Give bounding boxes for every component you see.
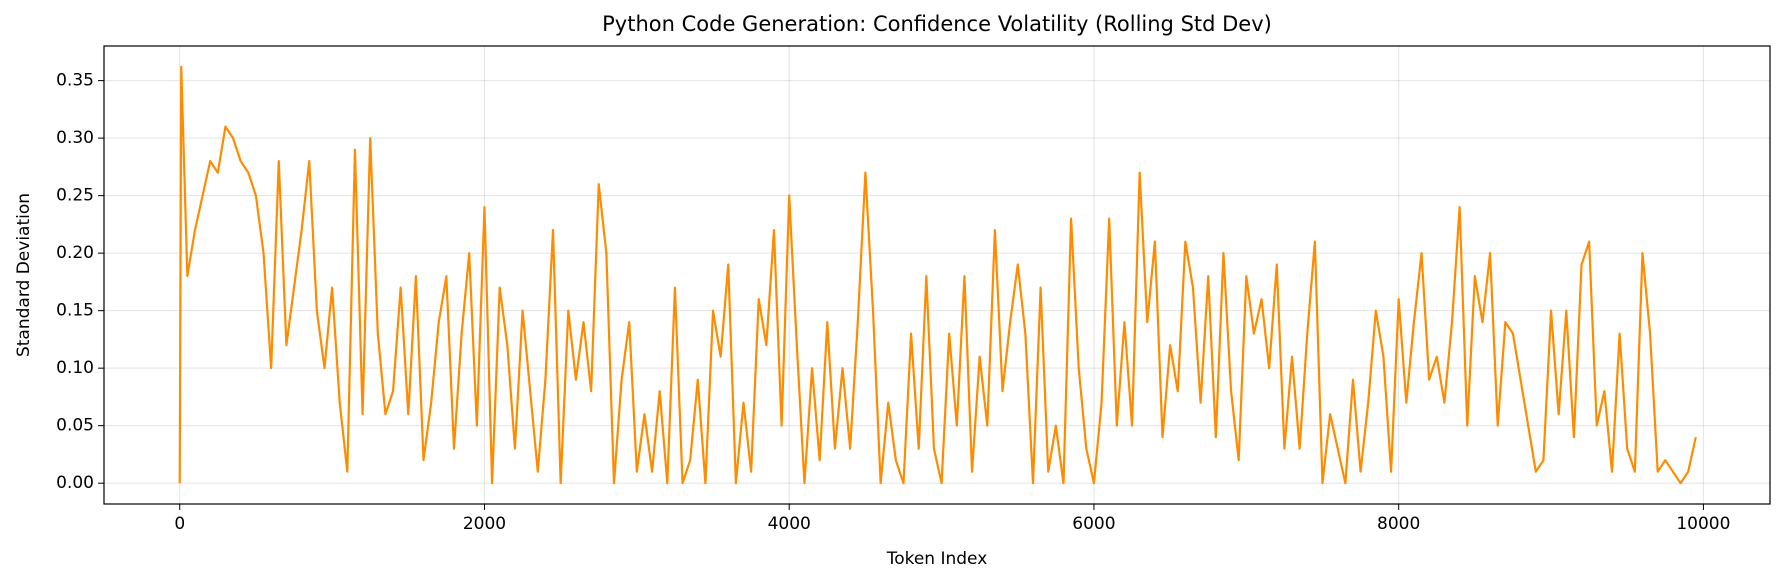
y-tick-label: 0.25 [56,186,94,206]
x-tick-label: 8000 [1377,514,1420,534]
plot-frame [103,45,1771,505]
y-tick-label: 0.30 [56,128,94,148]
y-tick-label: 0.35 [56,71,94,91]
y-tick-label: 0.10 [56,358,94,378]
y-tick-label: 0.00 [56,473,94,493]
x-tick-label: 4000 [768,514,811,534]
y-axis-label: Standard Deviation [14,193,34,357]
x-tick-label: 2000 [463,514,506,534]
x-tick-label: 6000 [1072,514,1115,534]
chart-title: Python Code Generation: Confidence Volat… [602,12,1272,36]
x-tick-label: 10000 [1676,514,1730,534]
y-tick-label: 0.05 [56,416,94,436]
y-tick-label: 0.20 [56,243,94,263]
x-axis-label: Token Index [886,549,988,569]
data-line [178,65,1697,485]
y-tick-label: 0.15 [56,301,94,321]
x-tick-label: 0 [174,514,185,534]
